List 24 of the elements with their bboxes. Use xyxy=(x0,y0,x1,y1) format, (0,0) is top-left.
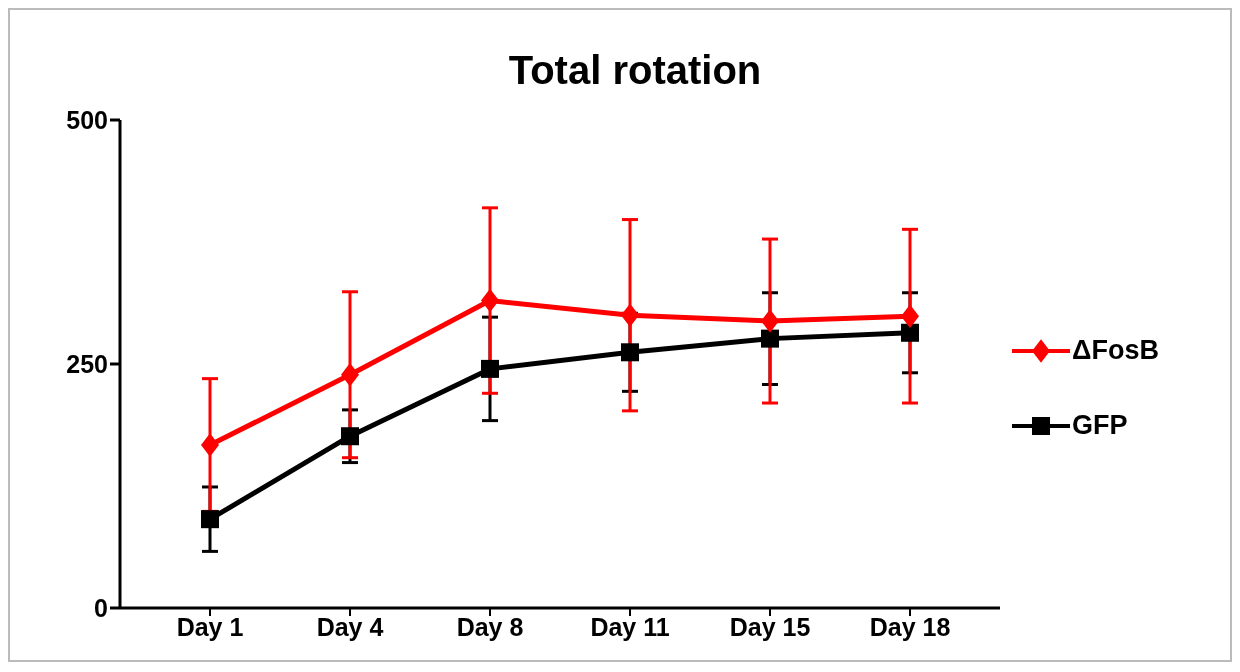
point xyxy=(761,309,779,333)
x-tick-label: Day 8 xyxy=(456,612,524,641)
point xyxy=(201,433,219,457)
x-tick-label: Day 1 xyxy=(176,612,244,641)
point xyxy=(201,510,219,529)
x-tick-label: Day 18 xyxy=(869,612,951,641)
x-tick-label: Day 4 xyxy=(316,612,384,641)
point xyxy=(341,363,359,387)
point xyxy=(341,427,359,446)
point xyxy=(621,343,639,362)
point xyxy=(901,323,919,342)
y-tick-label: 500 xyxy=(66,105,108,134)
point xyxy=(761,329,779,348)
x-tick-label: Day 15 xyxy=(729,612,811,641)
legend-label: GFP xyxy=(1072,410,1128,441)
x-tick-label: Day 11 xyxy=(590,612,670,641)
legend-label: ΔFosB xyxy=(1072,335,1159,366)
chart-title: Total rotation xyxy=(507,48,763,94)
point xyxy=(481,288,499,313)
y-tick-label: 250 xyxy=(66,349,108,378)
point xyxy=(621,303,639,327)
point xyxy=(901,304,919,328)
point xyxy=(481,359,499,378)
y-tick-label: 0 xyxy=(94,593,108,622)
